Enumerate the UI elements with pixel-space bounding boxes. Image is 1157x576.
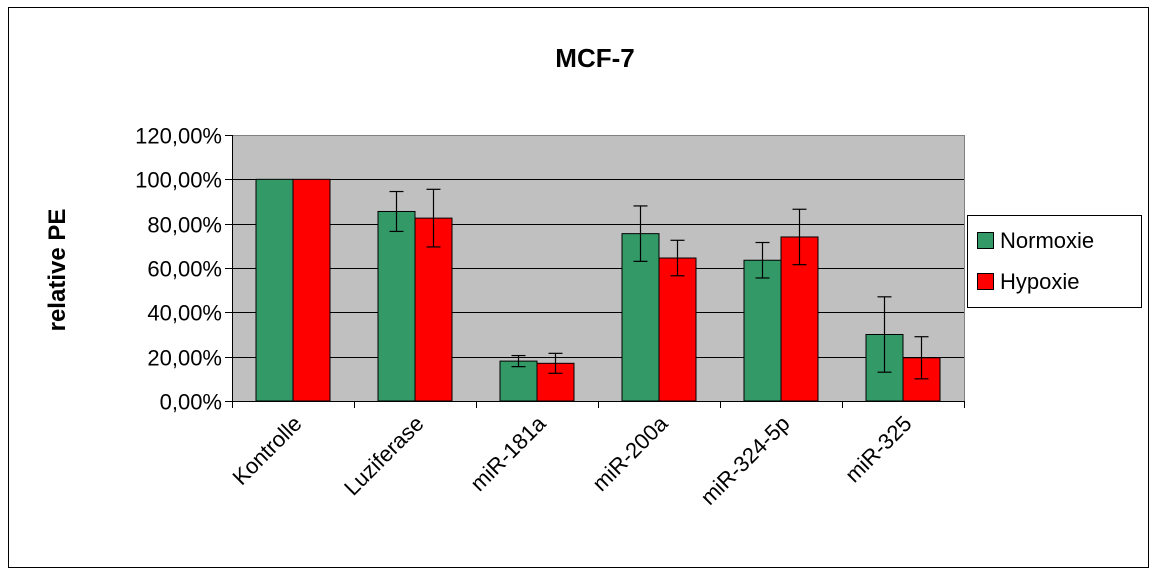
bar-normoxie [255,178,294,402]
legend-label-hypoxie: Hypoxie [1000,269,1079,294]
error-bars [389,188,929,380]
legend-swatch-normoxie [977,232,994,249]
bar-hypoxie [414,217,453,402]
axes [225,135,965,408]
y-tick-label: 0,00% [160,390,222,415]
y-tick-label: 80,00% [147,213,222,238]
y-tick-label: 20,00% [147,346,222,371]
bar-hypoxie [658,257,697,402]
legend: Normoxie Hypoxie [967,215,1142,308]
legend-box [967,215,1142,308]
bar-normoxie [377,210,416,402]
y-tick-label: 60,00% [147,257,222,282]
chart-title: MCF-7 [555,43,634,73]
legend-label-normoxie: Normoxie [1000,228,1094,253]
bar-hypoxie [292,178,331,402]
gridlines [232,179,964,358]
y-axis-label: relative PE [44,209,71,332]
y-tick-label: 100,00% [135,168,222,193]
y-tick-label: 120,00% [135,124,222,149]
y-tick-label: 40,00% [147,301,222,326]
legend-swatch-hypoxie [977,273,994,290]
bar-normoxie [743,259,782,402]
